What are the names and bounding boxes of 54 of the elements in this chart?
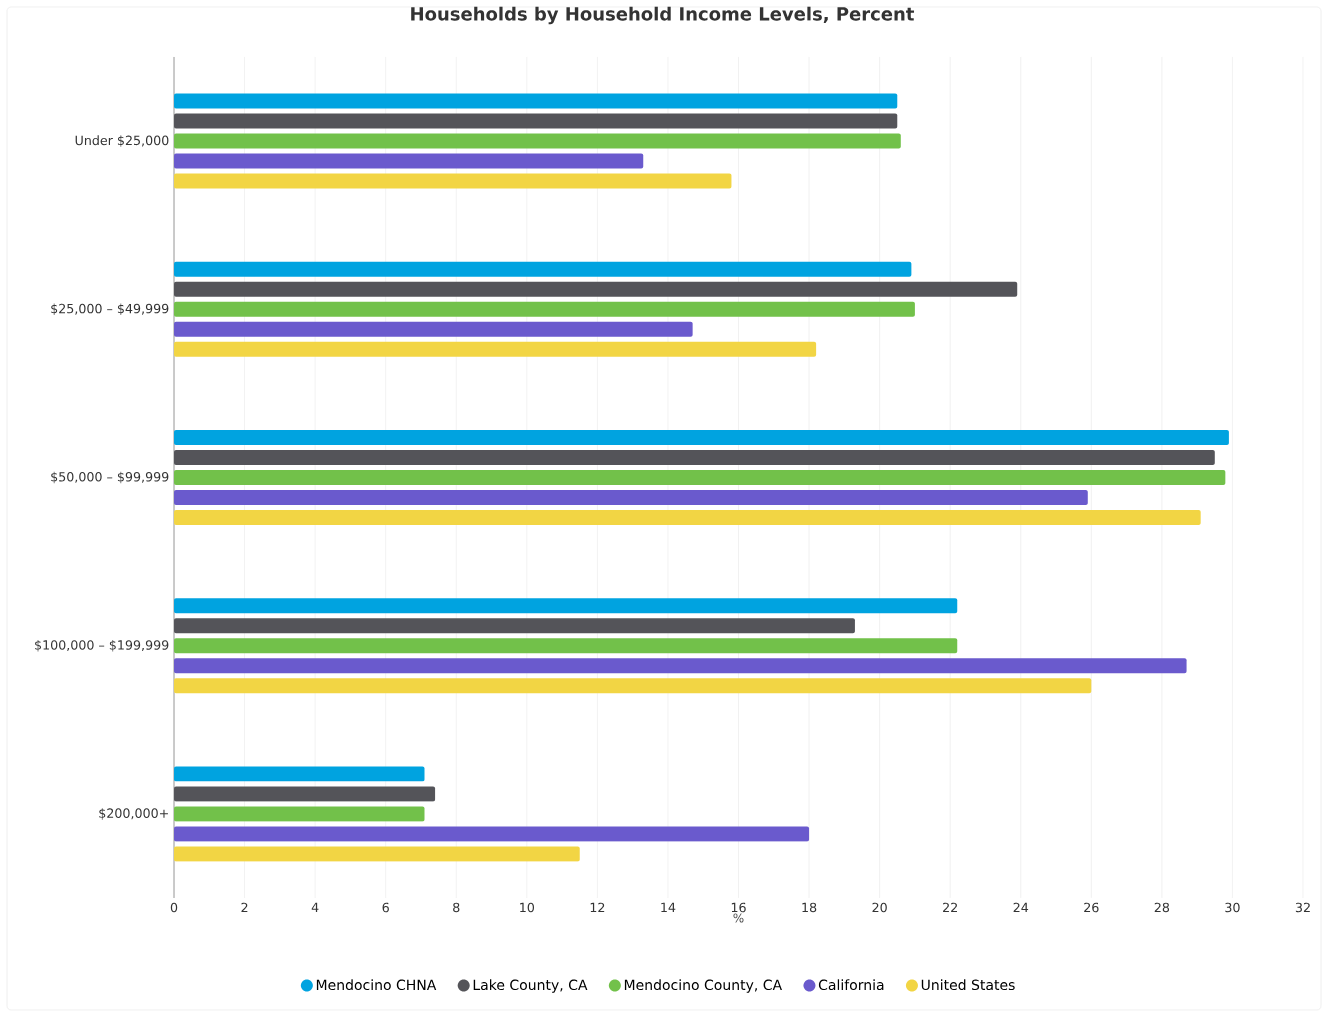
bar xyxy=(174,341,817,357)
bar xyxy=(174,598,958,614)
bar xyxy=(174,509,1201,525)
legend-label: Mendocino CHNA xyxy=(316,979,437,991)
chart-title: Households by Household Income Levels, Percent xyxy=(411,6,915,25)
bar xyxy=(174,469,1226,485)
x-tick-label: 20 xyxy=(872,902,887,913)
bar xyxy=(174,786,436,802)
legend-label: Lake County, CA xyxy=(473,979,588,993)
bar xyxy=(174,806,425,822)
y-tick-label: $25,000 – $49,999 xyxy=(51,303,169,316)
y-tick-label: Under $25,000 xyxy=(75,135,169,147)
x-tick-label: 24 xyxy=(1013,902,1029,913)
x-tick-label: 28 xyxy=(1154,902,1170,913)
bar xyxy=(174,429,1229,445)
x-tick-label: 14 xyxy=(661,902,676,912)
legend-label: California xyxy=(818,979,884,991)
x-tick-label: 30 xyxy=(1225,902,1240,913)
bar xyxy=(174,93,898,109)
x-tick-label: 2 xyxy=(241,902,248,913)
x-tick-label: 18 xyxy=(802,902,817,913)
x-tick-label: 22 xyxy=(943,902,957,913)
bar xyxy=(174,153,644,169)
x-tick-label: 12 xyxy=(590,902,605,913)
x-tick-label: 10 xyxy=(520,902,535,913)
bar xyxy=(174,133,901,149)
bar xyxy=(174,173,732,189)
bar xyxy=(174,321,693,337)
x-axis-title: % xyxy=(733,913,744,923)
x-tick-label: 4 xyxy=(311,902,319,912)
bar xyxy=(174,301,915,317)
x-tick-label: 16 xyxy=(731,902,746,913)
bar xyxy=(174,658,1187,674)
y-tick-label: $200,000+ xyxy=(99,808,168,820)
bar xyxy=(174,826,810,842)
x-tick-label: 32 xyxy=(1295,902,1310,913)
bar xyxy=(174,678,1092,694)
bar xyxy=(174,618,855,634)
bar xyxy=(174,846,580,862)
legend-label: Mendocino County, CA xyxy=(624,979,783,993)
y-tick-label: $100,000 – $199,999 xyxy=(35,639,169,652)
x-tick-label: 26 xyxy=(1084,902,1099,913)
bar xyxy=(174,638,958,654)
bar xyxy=(174,766,425,782)
bar xyxy=(174,113,898,129)
bar xyxy=(174,489,1088,505)
bar xyxy=(174,281,1018,297)
bar xyxy=(174,261,912,277)
y-tick-label: $50,000 – $99,999 xyxy=(51,471,169,484)
x-tick-label: 0 xyxy=(170,902,178,913)
x-tick-label: 8 xyxy=(453,902,460,913)
bar xyxy=(174,450,1215,465)
legend-label: United States xyxy=(921,979,1015,991)
x-tick-label: 6 xyxy=(382,902,389,913)
